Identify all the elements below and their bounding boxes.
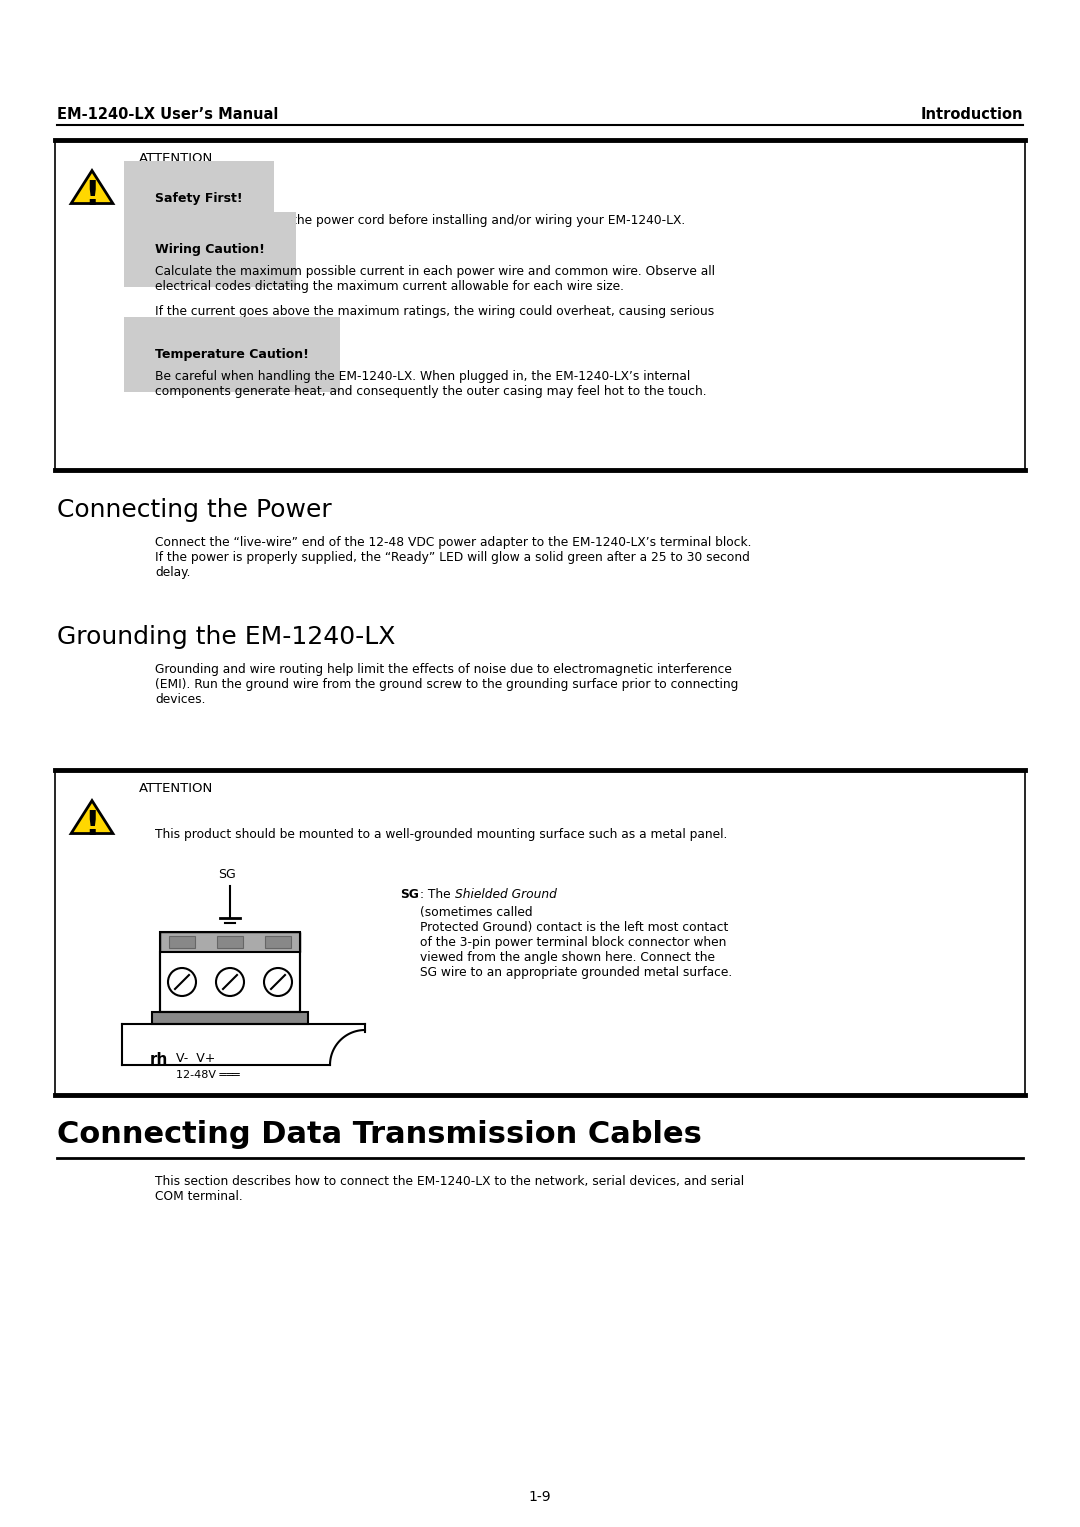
Text: 12-48V ═══: 12-48V ═══ <box>176 1070 240 1080</box>
Bar <box>55 770 1025 1095</box>
Bar <box>160 951 300 1012</box>
Bar <box>152 1012 308 1025</box>
Text: Be careful when handling the EM-1240-LX. When plugged in, the EM-1240-LX’s inter: Be careful when handling the EM-1240-LX.… <box>156 370 706 399</box>
Circle shape <box>216 968 244 996</box>
Text: Grounding and wire routing help limit the effects of noise due to electromagneti: Grounding and wire routing help limit th… <box>156 663 739 705</box>
Text: Calculate the maximum possible current in each power wire and common wire. Obser: Calculate the maximum possible current i… <box>156 266 715 293</box>
Text: Safety First!: Safety First! <box>156 192 243 205</box>
Bar <box>265 936 291 948</box>
Circle shape <box>264 968 292 996</box>
Text: 1-9: 1-9 <box>529 1490 551 1504</box>
Text: rh: rh <box>150 1052 168 1067</box>
Text: This product should be mounted to a well-grounded mounting surface such as a met: This product should be mounted to a well… <box>156 828 727 841</box>
Text: SG: SG <box>218 867 235 881</box>
Text: This section describes how to connect the EM-1240-LX to the network, serial devi: This section describes how to connect th… <box>156 1174 744 1203</box>
Bar <box>217 936 243 948</box>
Text: SG: SG <box>400 889 419 901</box>
Text: Connect the “live-wire” end of the 12-48 VDC power adapter to the EM-1240-LX’s t: Connect the “live-wire” end of the 12-48… <box>156 536 752 579</box>
Polygon shape <box>71 800 113 834</box>
Text: Introduction: Introduction <box>920 107 1023 122</box>
Text: Temperature Caution!: Temperature Caution! <box>156 348 309 360</box>
Text: Connecting the Power: Connecting the Power <box>57 498 332 522</box>
Text: Be sure to disconnect the power cord before installing and/or wiring your EM-124: Be sure to disconnect the power cord bef… <box>156 214 685 228</box>
Bar <box>168 936 195 948</box>
Text: Connecting Data Transmission Cables: Connecting Data Transmission Cables <box>57 1119 702 1148</box>
Text: !: ! <box>84 809 99 841</box>
Text: V-  V+: V- V+ <box>176 1052 215 1064</box>
Bar <box>160 931 300 951</box>
Text: Grounding the EM-1240-LX: Grounding the EM-1240-LX <box>57 625 395 649</box>
Text: ATTENTION: ATTENTION <box>139 153 213 165</box>
Bar <box>55 140 1025 470</box>
Text: ATTENTION: ATTENTION <box>139 782 213 796</box>
Text: !: ! <box>84 179 99 212</box>
Text: EM-1240-LX User’s Manual: EM-1240-LX User’s Manual <box>57 107 279 122</box>
Text: : The: : The <box>420 889 455 901</box>
Circle shape <box>168 968 195 996</box>
Bar <box>160 931 300 1012</box>
Polygon shape <box>71 171 113 203</box>
Text: (sometimes called
Protected Ground) contact is the left most contact
of the 3-pi: (sometimes called Protected Ground) cont… <box>420 906 732 979</box>
Text: If the current goes above the maximum ratings, the wiring could overheat, causin: If the current goes above the maximum ra… <box>156 305 714 333</box>
Text: Shielded Ground: Shielded Ground <box>455 889 557 901</box>
Text: Wiring Caution!: Wiring Caution! <box>156 243 265 257</box>
